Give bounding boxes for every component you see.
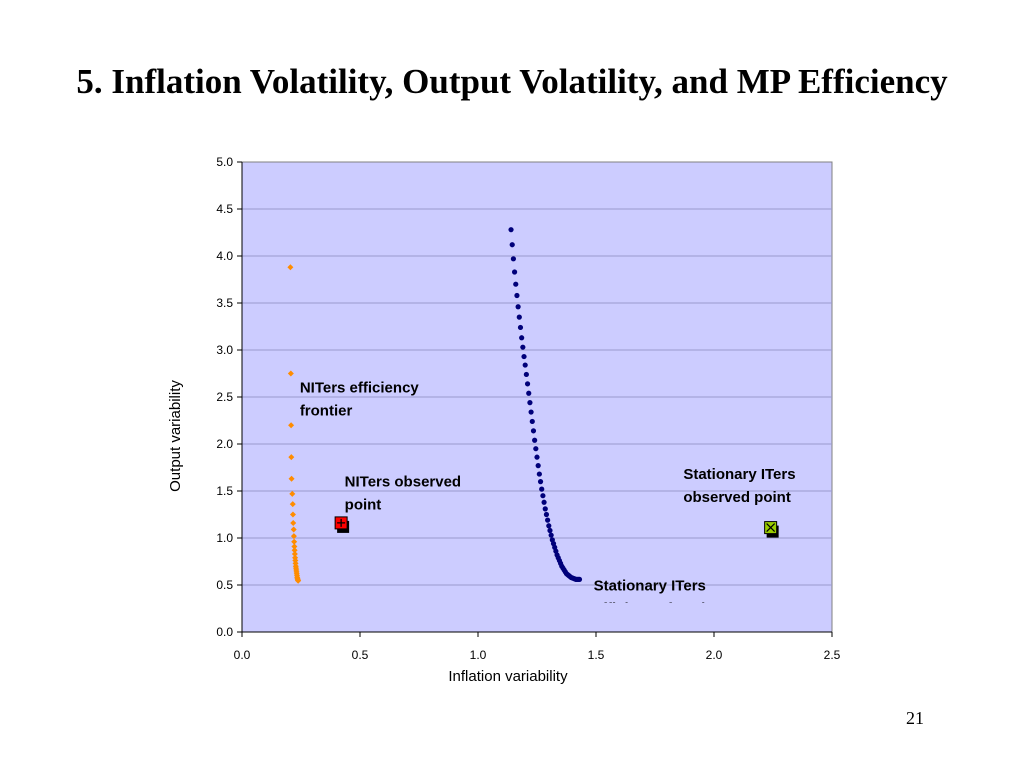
annotation-layer: NITers efficiency frontier NITers observed… bbox=[300, 379, 796, 618]
data-point bbox=[541, 499, 547, 505]
series-0 bbox=[287, 264, 302, 584]
x-tick-label: 0.0 bbox=[234, 648, 251, 662]
y-tick-label: 0.0 bbox=[216, 625, 233, 639]
y-tick-label: 3.5 bbox=[216, 296, 233, 310]
page-number: 21 bbox=[906, 708, 924, 728]
data-point bbox=[522, 362, 528, 368]
series-layer bbox=[287, 227, 779, 584]
data-point bbox=[516, 314, 522, 320]
y-tick-label: 3.0 bbox=[216, 343, 233, 357]
y-axis-title: Output variability bbox=[167, 380, 184, 492]
data-point bbox=[291, 538, 298, 545]
series-2 bbox=[334, 516, 350, 533]
data-point bbox=[290, 519, 297, 526]
data-point bbox=[521, 353, 527, 360]
annotation-line: NITers efficiency bbox=[300, 379, 420, 396]
data-point bbox=[533, 446, 539, 452]
annotation-line: point bbox=[345, 496, 382, 513]
data-point bbox=[519, 335, 525, 341]
y-tick-label: 2.0 bbox=[216, 437, 233, 451]
data-point bbox=[514, 292, 520, 299]
data-point bbox=[291, 550, 298, 557]
annotation-line: observed point bbox=[683, 489, 791, 506]
data-point bbox=[527, 400, 533, 406]
axes: 0.0 0.5 1.0 1.5 2.0 2.5 3.0 3.5 4.0 4.5 5.0 0.0 0.5 1… bbox=[216, 155, 840, 662]
data-point bbox=[290, 533, 297, 540]
data-point bbox=[529, 418, 535, 425]
data-point bbox=[291, 547, 298, 554]
annotation-3: Stationary ITers efficiency frontier bbox=[594, 578, 720, 618]
data-point bbox=[546, 523, 552, 529]
data-point bbox=[511, 269, 518, 275]
y-tick-label: 2.5 bbox=[216, 390, 233, 404]
data-point bbox=[547, 527, 553, 534]
data-point bbox=[530, 428, 537, 434]
data-point bbox=[528, 409, 534, 415]
x-tick-label: 2.0 bbox=[706, 648, 723, 662]
x-tick-label: 1.0 bbox=[470, 648, 487, 662]
data-point bbox=[287, 370, 294, 377]
data-point bbox=[508, 227, 514, 233]
data-point bbox=[288, 454, 295, 461]
annotation-1: NITers observed point bbox=[345, 473, 461, 513]
data-point bbox=[537, 479, 544, 485]
annotation-line: frontier bbox=[300, 402, 353, 419]
y-tick-label: 4.5 bbox=[216, 202, 233, 216]
data-point bbox=[515, 304, 521, 310]
data-point bbox=[513, 281, 519, 287]
annotation-line: Stationary ITers bbox=[594, 578, 706, 595]
plus-icon bbox=[337, 518, 346, 527]
data-point bbox=[510, 256, 516, 262]
x-tick-label: 1.5 bbox=[588, 648, 605, 662]
data-point bbox=[536, 471, 542, 477]
x-tick-label: 0.5 bbox=[352, 648, 369, 662]
data-point bbox=[289, 511, 296, 518]
x-tick-label: 2.5 bbox=[824, 648, 841, 662]
data-point bbox=[290, 526, 297, 533]
data-point bbox=[509, 242, 515, 248]
annotation-2: Stationary ITers observed point bbox=[683, 466, 795, 506]
data-point bbox=[517, 324, 524, 331]
slide-title: 5. Inflation Volatility, Output Volatili… bbox=[76, 62, 948, 101]
annotation-line: Stationary ITers bbox=[683, 466, 795, 483]
annotation-line: NITers observed bbox=[345, 473, 461, 490]
data-point bbox=[540, 493, 546, 499]
data-point bbox=[289, 490, 296, 497]
data-point bbox=[524, 381, 531, 387]
data-point bbox=[526, 390, 532, 396]
y-tick-label: 1.0 bbox=[216, 531, 233, 545]
data-point bbox=[291, 543, 298, 550]
data-point bbox=[545, 517, 551, 523]
data-point bbox=[532, 437, 538, 443]
data-point bbox=[576, 576, 583, 582]
data-point bbox=[288, 475, 295, 482]
y-tick-label: 1.5 bbox=[216, 484, 233, 498]
data-point bbox=[542, 506, 548, 512]
y-tick-label: 0.5 bbox=[216, 578, 233, 592]
x-axis-title: Inflation variability bbox=[448, 668, 568, 685]
data-point bbox=[534, 454, 540, 460]
data-point bbox=[543, 511, 550, 518]
data-point bbox=[289, 501, 296, 508]
data-point bbox=[523, 371, 529, 378]
data-point bbox=[520, 344, 526, 350]
series-3 bbox=[764, 521, 779, 538]
data-point bbox=[539, 486, 545, 492]
data-point bbox=[288, 422, 295, 429]
gridlines bbox=[242, 208, 832, 586]
y-tick-label: 4.0 bbox=[216, 249, 233, 263]
data-point bbox=[287, 264, 294, 271]
y-tick-label: 5.0 bbox=[216, 155, 233, 169]
series-1 bbox=[508, 227, 583, 582]
annotation-line: efficiency frontier bbox=[594, 601, 720, 618]
x-icon bbox=[766, 523, 776, 533]
data-point bbox=[295, 577, 302, 584]
data-point bbox=[548, 532, 554, 538]
data-point bbox=[535, 463, 541, 469]
annotation-0: NITers efficiency frontier bbox=[300, 379, 420, 419]
